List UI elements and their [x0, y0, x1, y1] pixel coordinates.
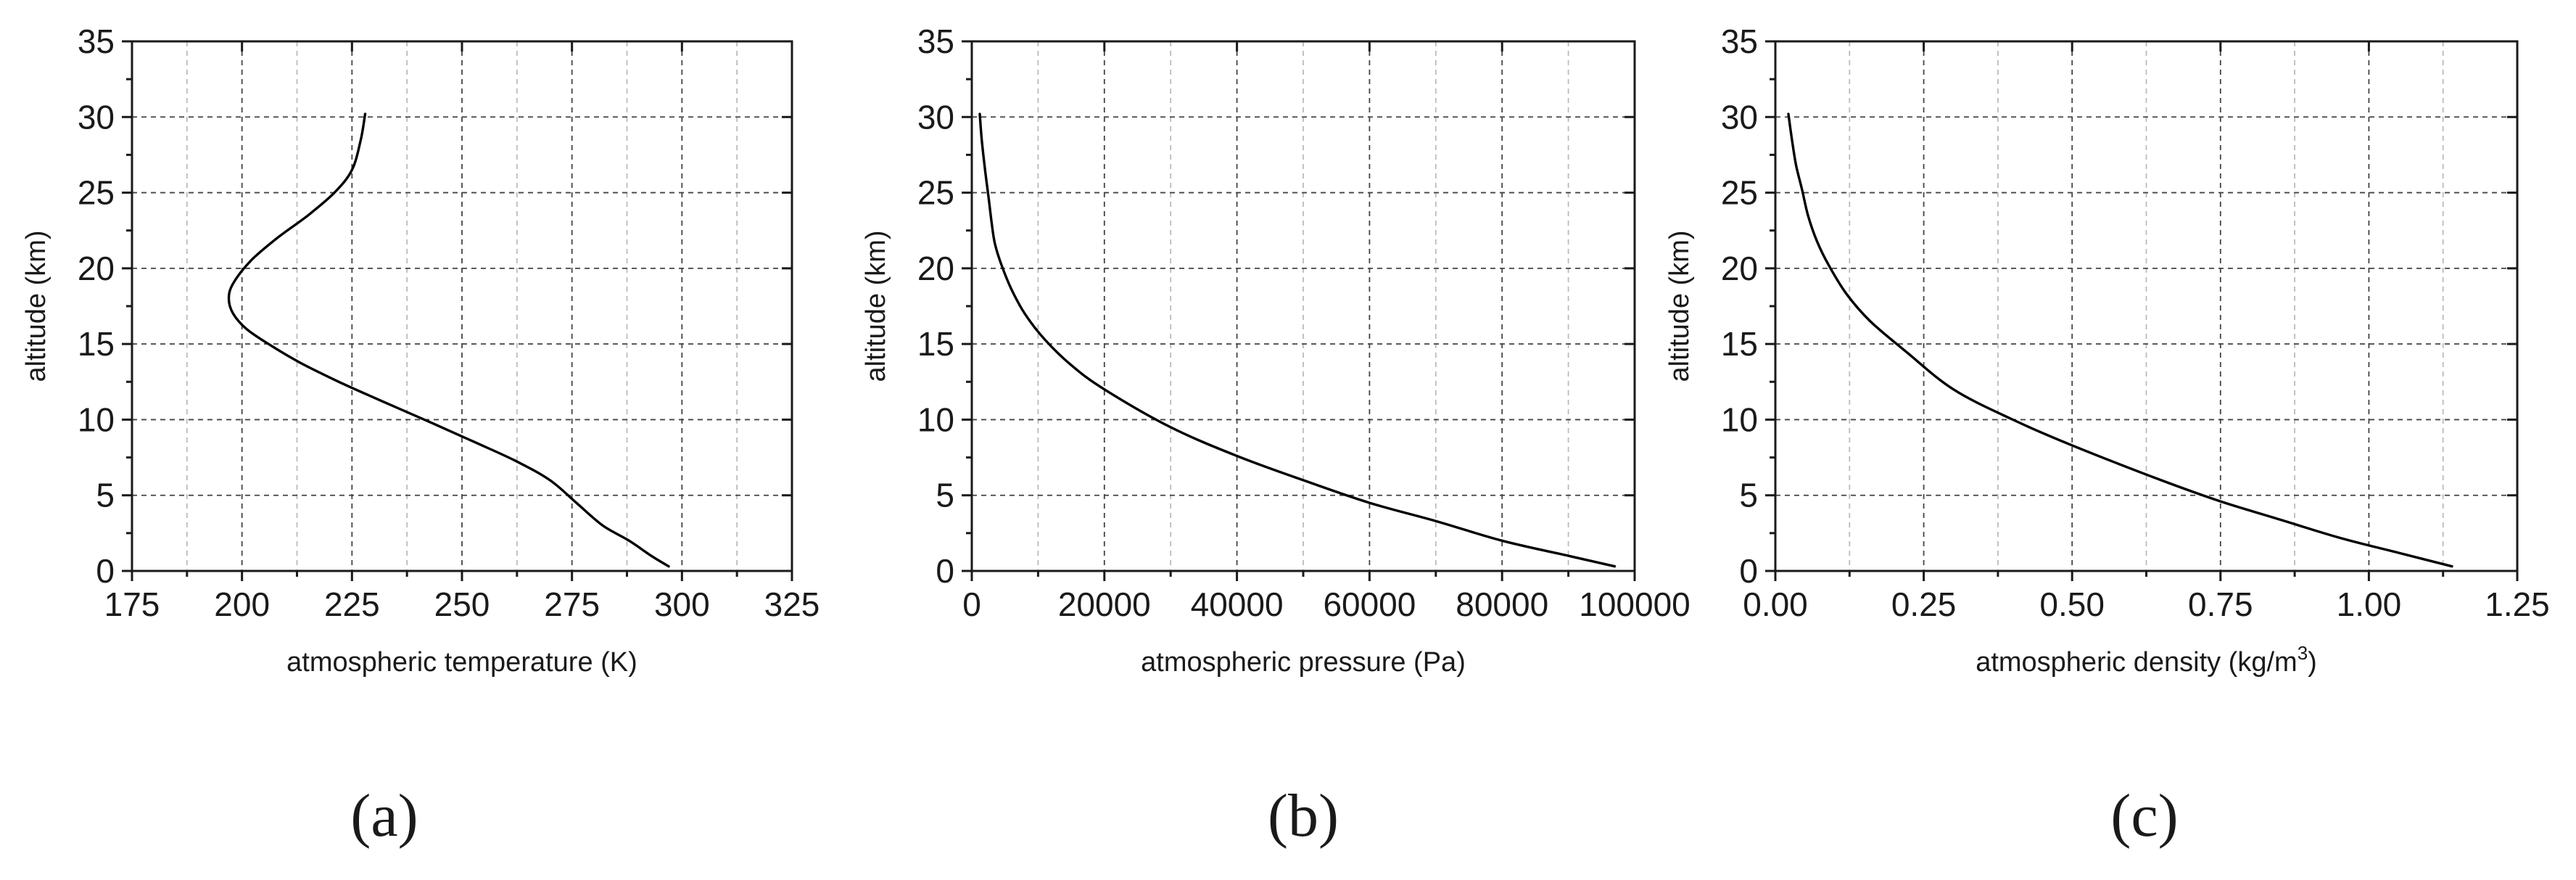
x-tick-label: 0.25 — [1891, 585, 1957, 623]
y-tick-label: 30 — [1721, 98, 1758, 136]
x-tick-label: 225 — [324, 585, 380, 623]
y-tick-label: 30 — [917, 98, 954, 136]
y-tick-label: 20 — [78, 250, 115, 287]
x-axis-title-tail: ) — [2308, 647, 2317, 678]
x-tick-label: 0.75 — [2188, 585, 2253, 623]
x-tick-label: 20000 — [1058, 585, 1151, 623]
x-tick-label: 80000 — [1456, 585, 1548, 623]
y-tick-label: 5 — [936, 477, 954, 514]
y-tick-label: 30 — [78, 98, 115, 136]
y-tick-label: 35 — [78, 22, 115, 60]
x-tick-label: 1.00 — [2337, 585, 2402, 623]
y-tick-label: 25 — [78, 174, 115, 212]
y-tick-label: 10 — [917, 400, 954, 438]
x-axis-title-superscript: 3 — [2298, 642, 2308, 664]
x-tick-label: 1.25 — [2485, 585, 2550, 623]
x-tick-label: 60000 — [1323, 585, 1416, 623]
y-tick-label: 25 — [1721, 174, 1758, 212]
y-tick-label: 15 — [1721, 325, 1758, 363]
y-tick-label: 10 — [78, 400, 115, 438]
y-tick-label: 25 — [917, 174, 954, 212]
y-tick-label: 0 — [936, 552, 954, 590]
y-tick-label: 0 — [1739, 552, 1758, 590]
x-tick-label: 300 — [654, 585, 710, 623]
y-tick-label: 5 — [96, 477, 115, 514]
y-tick-label: 35 — [1721, 22, 1758, 60]
chart-panel-b: 0 20000 40000 60000 80000 100000 0 5 10 15 20 25 30 3… — [861, 22, 1690, 850]
y-axis-title: altitude (km) — [21, 230, 51, 382]
y-tick-label: 5 — [1739, 477, 1758, 514]
x-tick-label: 0 — [962, 585, 981, 623]
x-tick-label: 275 — [544, 585, 600, 623]
x-tick-label: 325 — [764, 585, 820, 623]
x-axis-title: atmospheric temperature (K) — [286, 647, 637, 678]
x-tick-label: 100000 — [1579, 585, 1690, 623]
y-tick-label: 15 — [917, 325, 954, 363]
x-tick-label: 0.50 — [2039, 585, 2105, 623]
x-axis-title: atmospheric density (kg/m3) — [1976, 642, 2317, 678]
y-tick-label: 15 — [78, 325, 115, 363]
x-axis-title: atmospheric pressure (Pa) — [1141, 647, 1466, 678]
x-axis-title-main: atmospheric temperature (K) — [286, 647, 637, 678]
x-tick-label: 175 — [104, 585, 160, 623]
chart-panel-c: 0.00 0.25 0.50 0.75 1.00 1.25 0 5 10 15 20 25 30 35 at… — [1664, 22, 2550, 850]
y-tick-label: 0 — [96, 552, 115, 590]
series-line-density — [1787, 112, 2453, 568]
y-tick-label: 35 — [917, 22, 954, 60]
chart-panel-a: 175 200 225 250 275 300 325 0 5 10 15 20 25 30 35 atmos… — [21, 22, 820, 850]
x-axis-title-main: atmospheric density (kg/m — [1976, 647, 2298, 678]
x-tick-label: 250 — [434, 585, 490, 623]
x-tick-label: 0.00 — [1743, 585, 1808, 623]
y-tick-label: 20 — [1721, 250, 1758, 287]
y-axis-title: altitude (km) — [1664, 230, 1695, 382]
y-axis-title: altitude (km) — [861, 230, 891, 382]
x-tick-label: 200 — [214, 585, 270, 623]
series-line-temperature — [227, 112, 670, 568]
x-axis-title-main: atmospheric pressure (Pa) — [1141, 647, 1466, 678]
panel-label: (a) — [350, 782, 418, 850]
panel-label: (b) — [1268, 782, 1339, 850]
y-tick-label: 20 — [917, 250, 954, 287]
x-tick-label: 40000 — [1191, 585, 1284, 623]
series-line-pressure — [978, 112, 1617, 568]
panel-label: (c) — [2110, 782, 2178, 850]
y-tick-label: 10 — [1721, 400, 1758, 438]
